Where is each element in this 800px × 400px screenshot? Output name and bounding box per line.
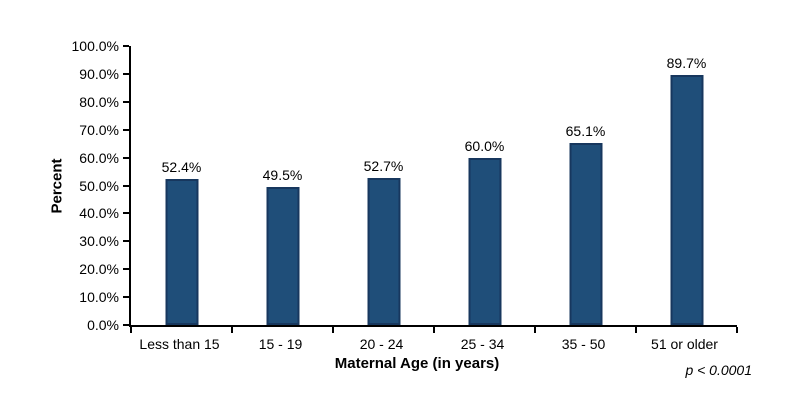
y-tick-mark [123,212,129,215]
y-tick-mark [123,72,129,75]
bar [266,186,299,325]
bar-slot: 60.0% [434,46,535,325]
bar-value-label: 52.7% [363,157,404,174]
y-tick-label: 100.0% [71,38,119,54]
bar-slot: 49.5% [232,46,333,325]
p-value-annotation: p < 0.0001 [685,362,752,378]
x-tick-mark [130,327,132,333]
y-tick-mark [123,128,129,131]
y-tick-label: 70.0% [79,121,119,138]
bar-slot: 89.7% [636,46,737,325]
bar [670,74,703,325]
y-tick-mark [123,100,129,103]
y-tick-label: 80.0% [79,93,119,110]
bar-value-label: 49.5% [262,166,303,183]
x-tick-mark [332,327,334,333]
y-tick-label: 30.0% [79,233,119,250]
y-tick-mark [123,268,129,271]
x-category-label: 35 - 50 [561,336,606,352]
y-tick-label: 60.0% [79,149,119,166]
x-category-label: 25 - 34 [460,336,505,352]
bar-slot: 65.1% [535,46,636,325]
bar [468,157,501,325]
y-tick-mark [123,45,129,47]
bar [165,178,198,325]
y-tick-mark [123,324,129,326]
bar-slot: 52.7% [333,46,434,325]
x-tick-mark [635,327,637,333]
bar-value-label: 60.0% [464,137,505,154]
x-tick-mark [231,327,233,333]
x-axis-title: Maternal Age (in years) [334,355,500,372]
plot-area: 52.4% 49.5% 52.7% 60.0% 65.1% 89.7% [123,45,738,333]
y-tick-mark [123,296,129,299]
y-tick-label: 40.0% [79,205,119,222]
x-category-label: Less than 15 [139,336,220,352]
x-category-label: 20 - 24 [359,336,404,352]
y-tick-label: 20.0% [79,261,119,278]
bar [367,177,400,325]
y-tick-mark [123,184,129,187]
bar-value-label: 52.4% [161,158,202,175]
x-tick-mark [534,327,536,333]
bar [569,143,602,325]
y-tick-label: 90.0% [79,65,119,82]
x-category-label: 51 or older [651,336,718,352]
x-category-label: 15 - 19 [258,336,303,352]
x-tick-mark [433,327,435,333]
y-tick-label: 0.0% [87,317,119,333]
y-tick-mark [123,240,129,243]
y-tick-label: 10.0% [79,289,119,306]
bar-value-label: 89.7% [666,54,707,71]
bar-slot: 52.4% [131,46,232,325]
bar-value-label: 65.1% [565,123,606,140]
x-tick-mark [736,327,738,333]
y-tick-mark [123,156,129,159]
y-tick-label: 50.0% [79,177,119,194]
